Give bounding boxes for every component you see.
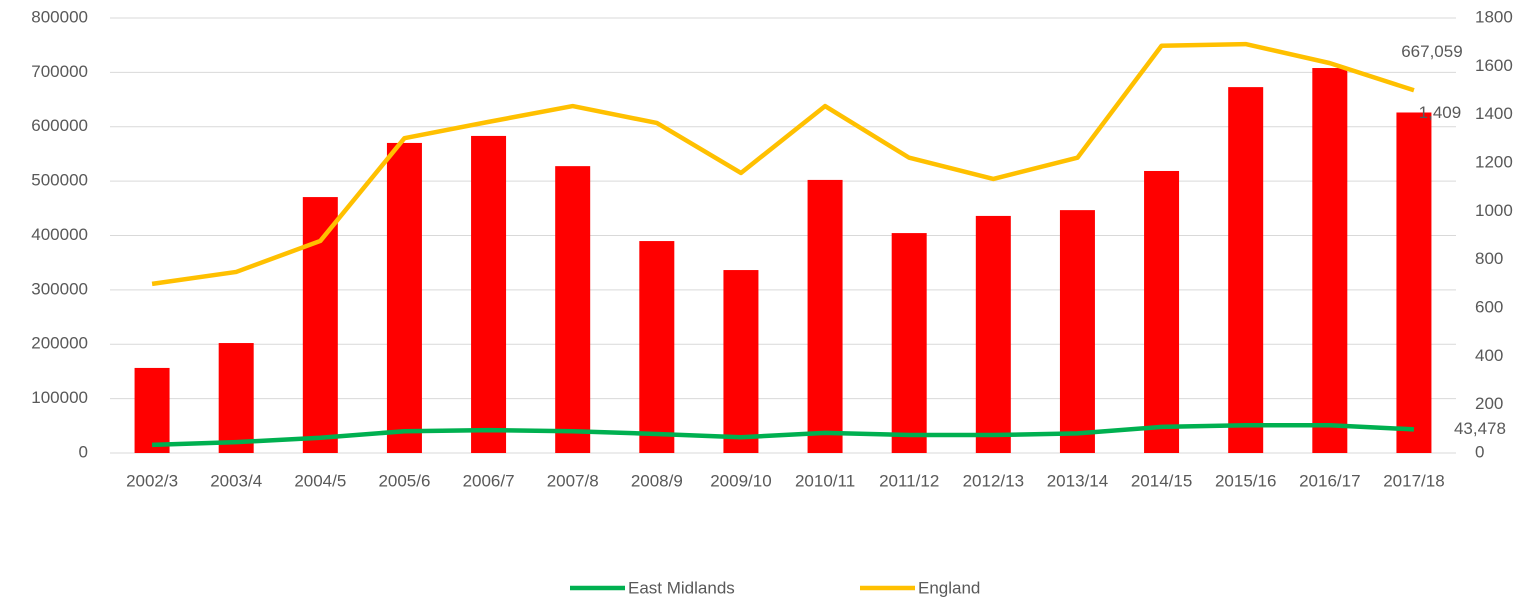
data-label: 667,059 bbox=[1401, 42, 1462, 61]
bar bbox=[807, 179, 843, 453]
bar bbox=[555, 166, 591, 453]
y2-tick-label: 0 bbox=[1475, 442, 1484, 461]
bar bbox=[1059, 210, 1095, 453]
x-tick-label: 2003/4 bbox=[210, 471, 262, 490]
x-tick-label: 2009/10 bbox=[710, 471, 771, 490]
y2-tick-label: 1800 bbox=[1475, 7, 1513, 26]
y2-tick-label: 1600 bbox=[1475, 56, 1513, 75]
x-tick-label: 2005/6 bbox=[378, 471, 430, 490]
x-tick-label: 2012/13 bbox=[963, 471, 1024, 490]
x-tick-label: 2007/8 bbox=[547, 471, 599, 490]
bar bbox=[386, 142, 422, 454]
y-tick-label: 600000 bbox=[31, 116, 88, 135]
line-series bbox=[151, 423, 1415, 448]
bar bbox=[471, 135, 507, 453]
y2-tick-label: 400 bbox=[1475, 346, 1503, 365]
bar bbox=[1144, 170, 1180, 453]
bar bbox=[891, 233, 927, 453]
bar bbox=[302, 197, 338, 453]
x-tick-label: 2016/17 bbox=[1299, 471, 1360, 490]
x-tick-label: 2008/9 bbox=[631, 471, 683, 490]
x-tick-label: 2013/14 bbox=[1047, 471, 1108, 490]
legend-label: England bbox=[918, 578, 980, 597]
y-tick-label: 800000 bbox=[31, 7, 88, 26]
legend-label: East Midlands bbox=[628, 578, 735, 597]
y2-tick-label: 600 bbox=[1475, 297, 1503, 316]
y-tick-label: 500000 bbox=[31, 171, 88, 190]
y-tick-label: 400000 bbox=[31, 225, 88, 244]
y2-tick-label: 1200 bbox=[1475, 152, 1513, 171]
data-label: 43,478 bbox=[1454, 419, 1506, 438]
x-tick-label: 2006/7 bbox=[463, 471, 515, 490]
x-tick-label: 2004/5 bbox=[294, 471, 346, 490]
bar bbox=[1396, 112, 1432, 453]
x-tick-label: 2011/12 bbox=[879, 471, 939, 490]
x-tick-label: 2014/15 bbox=[1131, 471, 1192, 490]
y-tick-label: 100000 bbox=[31, 388, 88, 407]
y2-tick-label: 800 bbox=[1475, 249, 1503, 268]
bar bbox=[1228, 87, 1264, 453]
y2-tick-label: 200 bbox=[1475, 394, 1503, 413]
bar bbox=[975, 215, 1011, 453]
data-label: 1,409 bbox=[1419, 103, 1462, 122]
x-tick-label: 2017/18 bbox=[1383, 471, 1444, 490]
y-tick-label: 700000 bbox=[31, 62, 88, 81]
y-tick-label: 300000 bbox=[31, 279, 88, 298]
x-tick-label: 2002/3 bbox=[126, 471, 178, 490]
bar bbox=[723, 270, 759, 453]
bar bbox=[134, 367, 170, 453]
y-tick-label: 200000 bbox=[31, 334, 88, 353]
bar bbox=[218, 343, 254, 453]
y2-tick-label: 1000 bbox=[1475, 201, 1513, 220]
bar bbox=[1312, 68, 1348, 454]
y2-tick-label: 1400 bbox=[1475, 104, 1513, 123]
x-tick-label: 2015/16 bbox=[1215, 471, 1276, 490]
bar bbox=[639, 241, 675, 453]
line-series bbox=[151, 41, 1415, 287]
x-tick-label: 2010/11 bbox=[795, 471, 855, 490]
y-tick-label: 0 bbox=[79, 442, 88, 461]
